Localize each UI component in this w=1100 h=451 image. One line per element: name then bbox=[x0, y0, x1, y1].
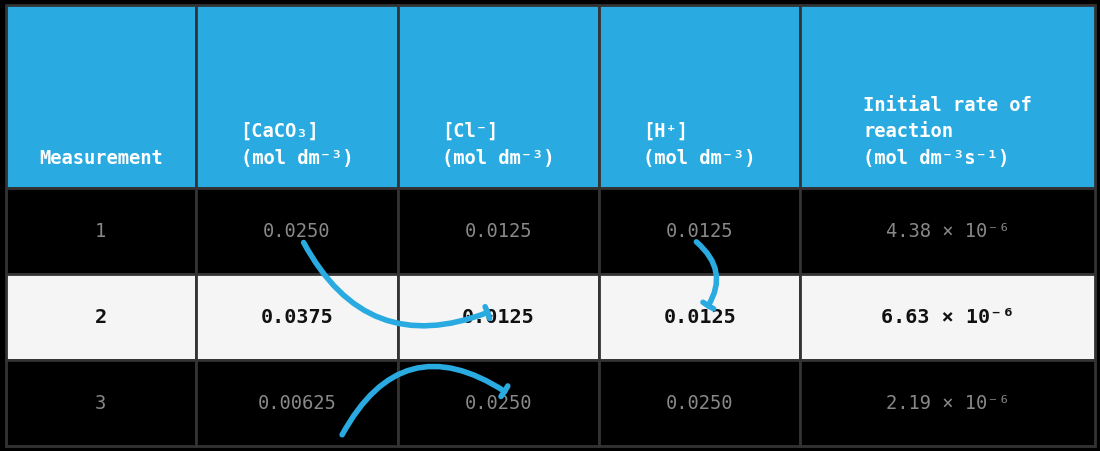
Bar bbox=[6, 274, 196, 360]
Bar bbox=[801, 5, 1094, 188]
Bar bbox=[801, 274, 1094, 360]
Text: [H⁺]
(mol dm⁻³): [H⁺] (mol dm⁻³) bbox=[644, 122, 756, 168]
Text: 4.38 × 10⁻⁶: 4.38 × 10⁻⁶ bbox=[886, 221, 1010, 240]
Text: Measurement: Measurement bbox=[39, 149, 163, 168]
Text: 0.0250: 0.0250 bbox=[666, 394, 734, 413]
Bar bbox=[600, 360, 801, 446]
Text: 0.0125: 0.0125 bbox=[462, 308, 535, 327]
Text: 0.0125: 0.0125 bbox=[666, 221, 734, 240]
Text: 6.63 × 10⁻⁶: 6.63 × 10⁻⁶ bbox=[881, 308, 1014, 327]
Text: 0.0125: 0.0125 bbox=[464, 221, 532, 240]
Bar bbox=[600, 188, 801, 274]
Bar bbox=[600, 5, 801, 188]
Text: 0.00625: 0.00625 bbox=[257, 394, 337, 413]
Bar bbox=[600, 274, 801, 360]
Bar bbox=[6, 5, 196, 188]
Bar bbox=[801, 188, 1094, 274]
Bar bbox=[196, 5, 397, 188]
Bar bbox=[6, 188, 196, 274]
Bar bbox=[196, 360, 397, 446]
Text: 0.0250: 0.0250 bbox=[263, 221, 331, 240]
Bar bbox=[397, 188, 600, 274]
Text: 1: 1 bbox=[96, 221, 107, 240]
Text: 0.0125: 0.0125 bbox=[663, 308, 736, 327]
Text: [Cl⁻]
(mol dm⁻³): [Cl⁻] (mol dm⁻³) bbox=[442, 122, 554, 168]
Text: 3: 3 bbox=[96, 394, 107, 413]
Bar bbox=[196, 274, 397, 360]
Bar bbox=[397, 274, 600, 360]
Bar bbox=[196, 188, 397, 274]
Bar bbox=[6, 360, 196, 446]
Bar bbox=[801, 360, 1094, 446]
Text: 2: 2 bbox=[95, 308, 107, 327]
Bar bbox=[397, 5, 600, 188]
Text: [CaCO₃]
(mol dm⁻³): [CaCO₃] (mol dm⁻³) bbox=[241, 122, 353, 168]
Text: 2.19 × 10⁻⁶: 2.19 × 10⁻⁶ bbox=[886, 394, 1010, 413]
Bar bbox=[397, 360, 600, 446]
Text: Initial rate of
reaction
(mol dm⁻³s⁻¹): Initial rate of reaction (mol dm⁻³s⁻¹) bbox=[864, 96, 1032, 168]
Text: 0.0250: 0.0250 bbox=[464, 394, 532, 413]
Text: 0.0375: 0.0375 bbox=[261, 308, 333, 327]
